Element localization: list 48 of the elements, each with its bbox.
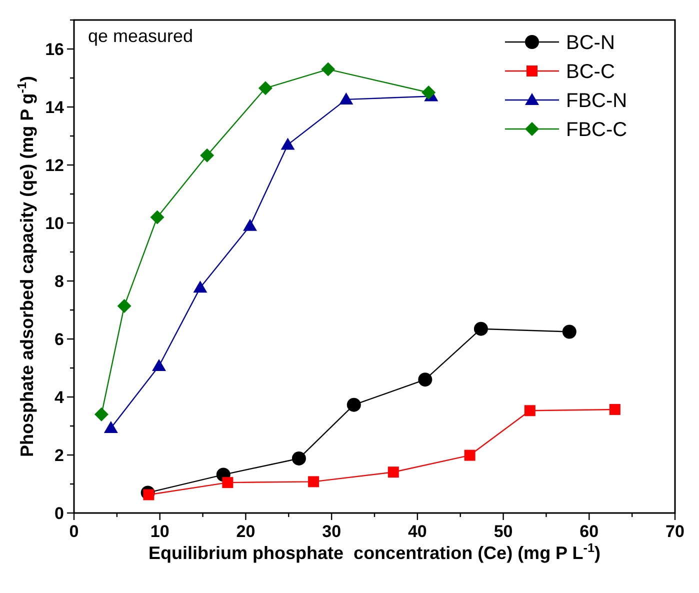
y-tick-label: 12 [45, 156, 64, 175]
x-tick-label: 60 [580, 522, 599, 541]
point [193, 280, 208, 293]
annotation: qe measured [88, 26, 194, 46]
point [258, 81, 272, 96]
legend-label: FBC-N [566, 90, 628, 112]
x-tick-label: 10 [150, 522, 170, 541]
point [292, 451, 306, 466]
y-tick-label: 16 [45, 40, 64, 59]
point [321, 62, 336, 76]
x-axis-title: Equilibrium phosphate concentration (Ce) (mg P L$^{-1}$) [148, 541, 600, 563]
y-tick-label: 10 [45, 214, 64, 233]
point [562, 324, 576, 339]
legend-label: FBC-C [566, 119, 628, 141]
x-tick-label: 30 [322, 522, 342, 541]
point [200, 148, 214, 162]
x-tick-label: 20 [236, 522, 256, 541]
x-tick-label: 70 [666, 522, 684, 541]
point [422, 86, 436, 100]
y-tick-label: 2 [54, 446, 64, 465]
y-tick-label: 8 [54, 272, 64, 291]
point [222, 477, 234, 488]
point [308, 476, 320, 488]
x-tick-label: 40 [408, 522, 427, 541]
y-tick-label: 4 [54, 388, 65, 407]
point [418, 372, 432, 387]
x-tick-label: 0 [69, 522, 79, 541]
point [104, 421, 118, 434]
point [152, 358, 166, 371]
point [464, 450, 476, 461]
point [339, 92, 354, 104]
x-tick-label: 50 [494, 522, 513, 541]
y-tick-label: 14 [45, 98, 65, 117]
point [280, 138, 295, 150]
legend-label: BC-C [566, 61, 615, 83]
legend-label: BC-N [566, 32, 615, 54]
point [143, 489, 154, 500]
point [524, 405, 536, 416]
point [474, 322, 488, 336]
point [94, 407, 108, 422]
point [346, 398, 361, 412]
point [609, 404, 620, 415]
point [150, 210, 164, 224]
y-tick-label: 0 [54, 504, 64, 523]
point [243, 218, 258, 231]
point [388, 466, 399, 478]
y-tick-label: 6 [54, 330, 64, 349]
point [117, 298, 132, 313]
